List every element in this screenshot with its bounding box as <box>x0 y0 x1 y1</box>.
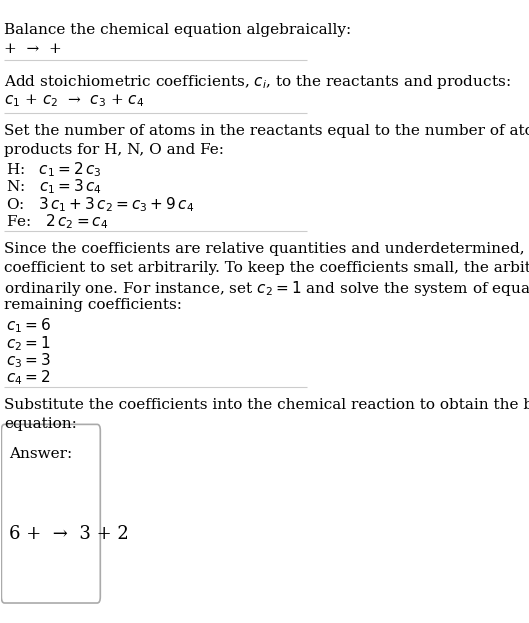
Text: equation:: equation: <box>4 417 77 431</box>
Text: Since the coefficients are relative quantities and underdetermined, choose a: Since the coefficients are relative quan… <box>4 242 529 256</box>
Text: $c_1$ + $c_2$  →  $c_3$ + $c_4$: $c_1$ + $c_2$ → $c_3$ + $c_4$ <box>4 93 145 109</box>
Text: N:   $c_1 = 3\,c_4$: N: $c_1 = 3\,c_4$ <box>6 178 102 196</box>
Text: coefficient to set arbitrarily. To keep the coefficients small, the arbitrary va: coefficient to set arbitrarily. To keep … <box>4 260 529 275</box>
Text: Fe:   $2\,c_2 = c_4$: Fe: $2\,c_2 = c_4$ <box>6 212 108 231</box>
Text: remaining coefficients:: remaining coefficients: <box>4 298 183 312</box>
Text: Set the number of atoms in the reactants equal to the number of atoms in the: Set the number of atoms in the reactants… <box>4 124 529 138</box>
Text: H:   $c_1 = 2\,c_3$: H: $c_1 = 2\,c_3$ <box>6 160 102 179</box>
Text: O:   $3\,c_1 + 3\,c_2 = c_3 + 9\,c_4$: O: $3\,c_1 + 3\,c_2 = c_3 + 9\,c_4$ <box>6 195 194 214</box>
Text: $c_4 = 2$: $c_4 = 2$ <box>6 369 50 388</box>
Text: Answer:: Answer: <box>9 447 72 460</box>
FancyBboxPatch shape <box>2 424 101 603</box>
Text: $c_1 = 6$: $c_1 = 6$ <box>6 316 51 335</box>
Text: Substitute the coefficients into the chemical reaction to obtain the balanced: Substitute the coefficients into the che… <box>4 398 529 412</box>
Text: Balance the chemical equation algebraically:: Balance the chemical equation algebraica… <box>4 23 352 37</box>
Text: +  →  +: + → + <box>4 42 62 55</box>
Text: ordinarily one. For instance, set $c_2 = 1$ and solve the system of equations fo: ordinarily one. For instance, set $c_2 =… <box>4 279 529 298</box>
Text: products for H, N, O and Fe:: products for H, N, O and Fe: <box>4 143 224 157</box>
Text: Add stoichiometric coefficients, $c_i$, to the reactants and products:: Add stoichiometric coefficients, $c_i$, … <box>4 73 511 91</box>
Text: $c_3 = 3$: $c_3 = 3$ <box>6 351 51 370</box>
Text: 6 +  →  3 + 2: 6 + → 3 + 2 <box>9 525 129 543</box>
Text: $c_2 = 1$: $c_2 = 1$ <box>6 334 51 353</box>
